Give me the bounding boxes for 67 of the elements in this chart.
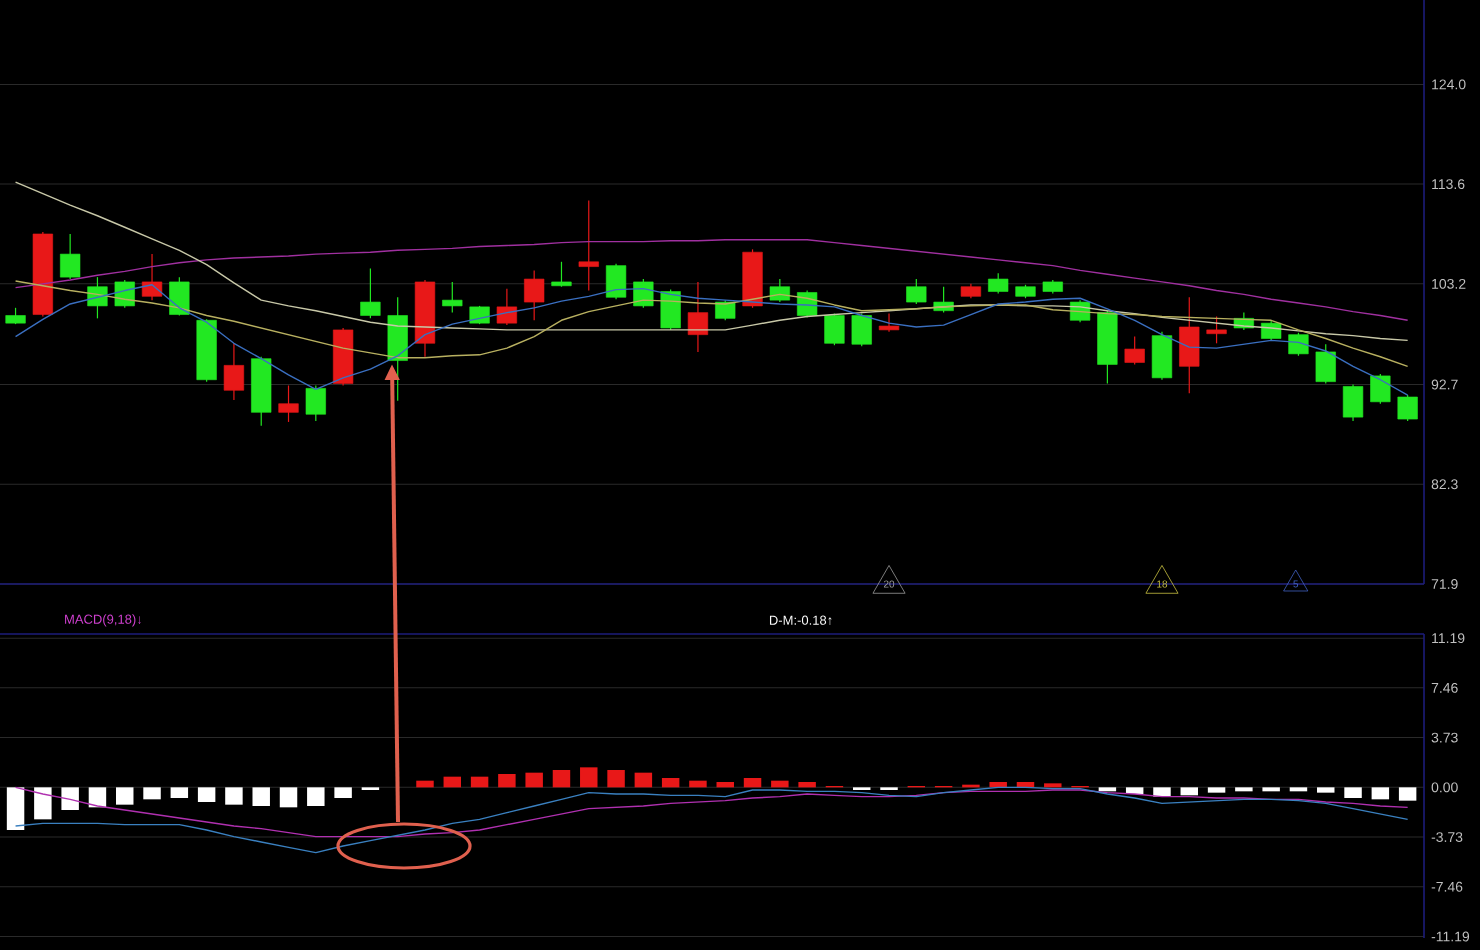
bar xyxy=(989,782,1007,788)
bar xyxy=(334,787,352,798)
candlestick xyxy=(223,342,245,401)
bar xyxy=(88,787,107,808)
candlestick xyxy=(1179,296,1200,394)
candlestick xyxy=(141,253,163,301)
bar xyxy=(1207,787,1226,793)
candlestick xyxy=(906,278,927,305)
bar xyxy=(1371,787,1390,800)
bar xyxy=(225,787,243,805)
bar xyxy=(61,787,79,810)
bar xyxy=(525,772,543,788)
bar xyxy=(307,787,325,806)
bar xyxy=(197,787,216,802)
candlestick xyxy=(442,281,463,314)
bar xyxy=(116,787,134,805)
bar xyxy=(1180,787,1199,796)
bar xyxy=(798,782,816,788)
bar xyxy=(1344,787,1362,798)
candlestick xyxy=(169,276,190,317)
candlestick xyxy=(1397,394,1418,422)
candlestick xyxy=(988,272,1009,295)
candlestick xyxy=(60,233,81,280)
candlestick xyxy=(496,288,518,326)
candlestick xyxy=(1370,373,1391,405)
bar xyxy=(661,778,680,788)
candlestick xyxy=(687,281,709,353)
bar xyxy=(279,787,298,808)
bar xyxy=(1317,787,1335,793)
candlestick xyxy=(1288,332,1309,357)
candlestick xyxy=(1206,315,1227,344)
candlestick xyxy=(878,312,900,333)
bar xyxy=(1398,787,1417,801)
candlestick xyxy=(578,199,599,292)
candlestick xyxy=(551,261,572,288)
bar xyxy=(143,787,161,800)
candlestick xyxy=(851,312,872,347)
candlestick xyxy=(524,269,545,321)
candlestick xyxy=(278,384,299,423)
candlestick xyxy=(1342,383,1364,422)
candlestick xyxy=(387,296,408,402)
bar xyxy=(689,780,707,788)
bar xyxy=(743,778,762,788)
candlestick xyxy=(305,384,326,422)
bar xyxy=(1125,787,1144,794)
candlestick xyxy=(769,278,790,303)
candlestick xyxy=(1151,331,1173,381)
bar xyxy=(470,776,489,788)
bar xyxy=(716,782,734,788)
bar xyxy=(552,770,571,788)
bar xyxy=(416,780,434,788)
bar xyxy=(607,770,625,788)
candlestick xyxy=(360,267,381,319)
bar xyxy=(580,767,598,788)
candlestick xyxy=(824,312,845,346)
bar xyxy=(634,772,653,788)
bar xyxy=(34,787,52,820)
bar xyxy=(498,774,516,788)
bar xyxy=(443,776,462,788)
bar xyxy=(170,787,189,798)
bar xyxy=(1016,782,1035,788)
candlestick xyxy=(605,263,627,300)
bar xyxy=(252,787,270,806)
bar xyxy=(6,787,25,830)
candlestick xyxy=(1315,343,1336,385)
bar xyxy=(771,780,789,788)
candlestick xyxy=(1124,335,1145,365)
